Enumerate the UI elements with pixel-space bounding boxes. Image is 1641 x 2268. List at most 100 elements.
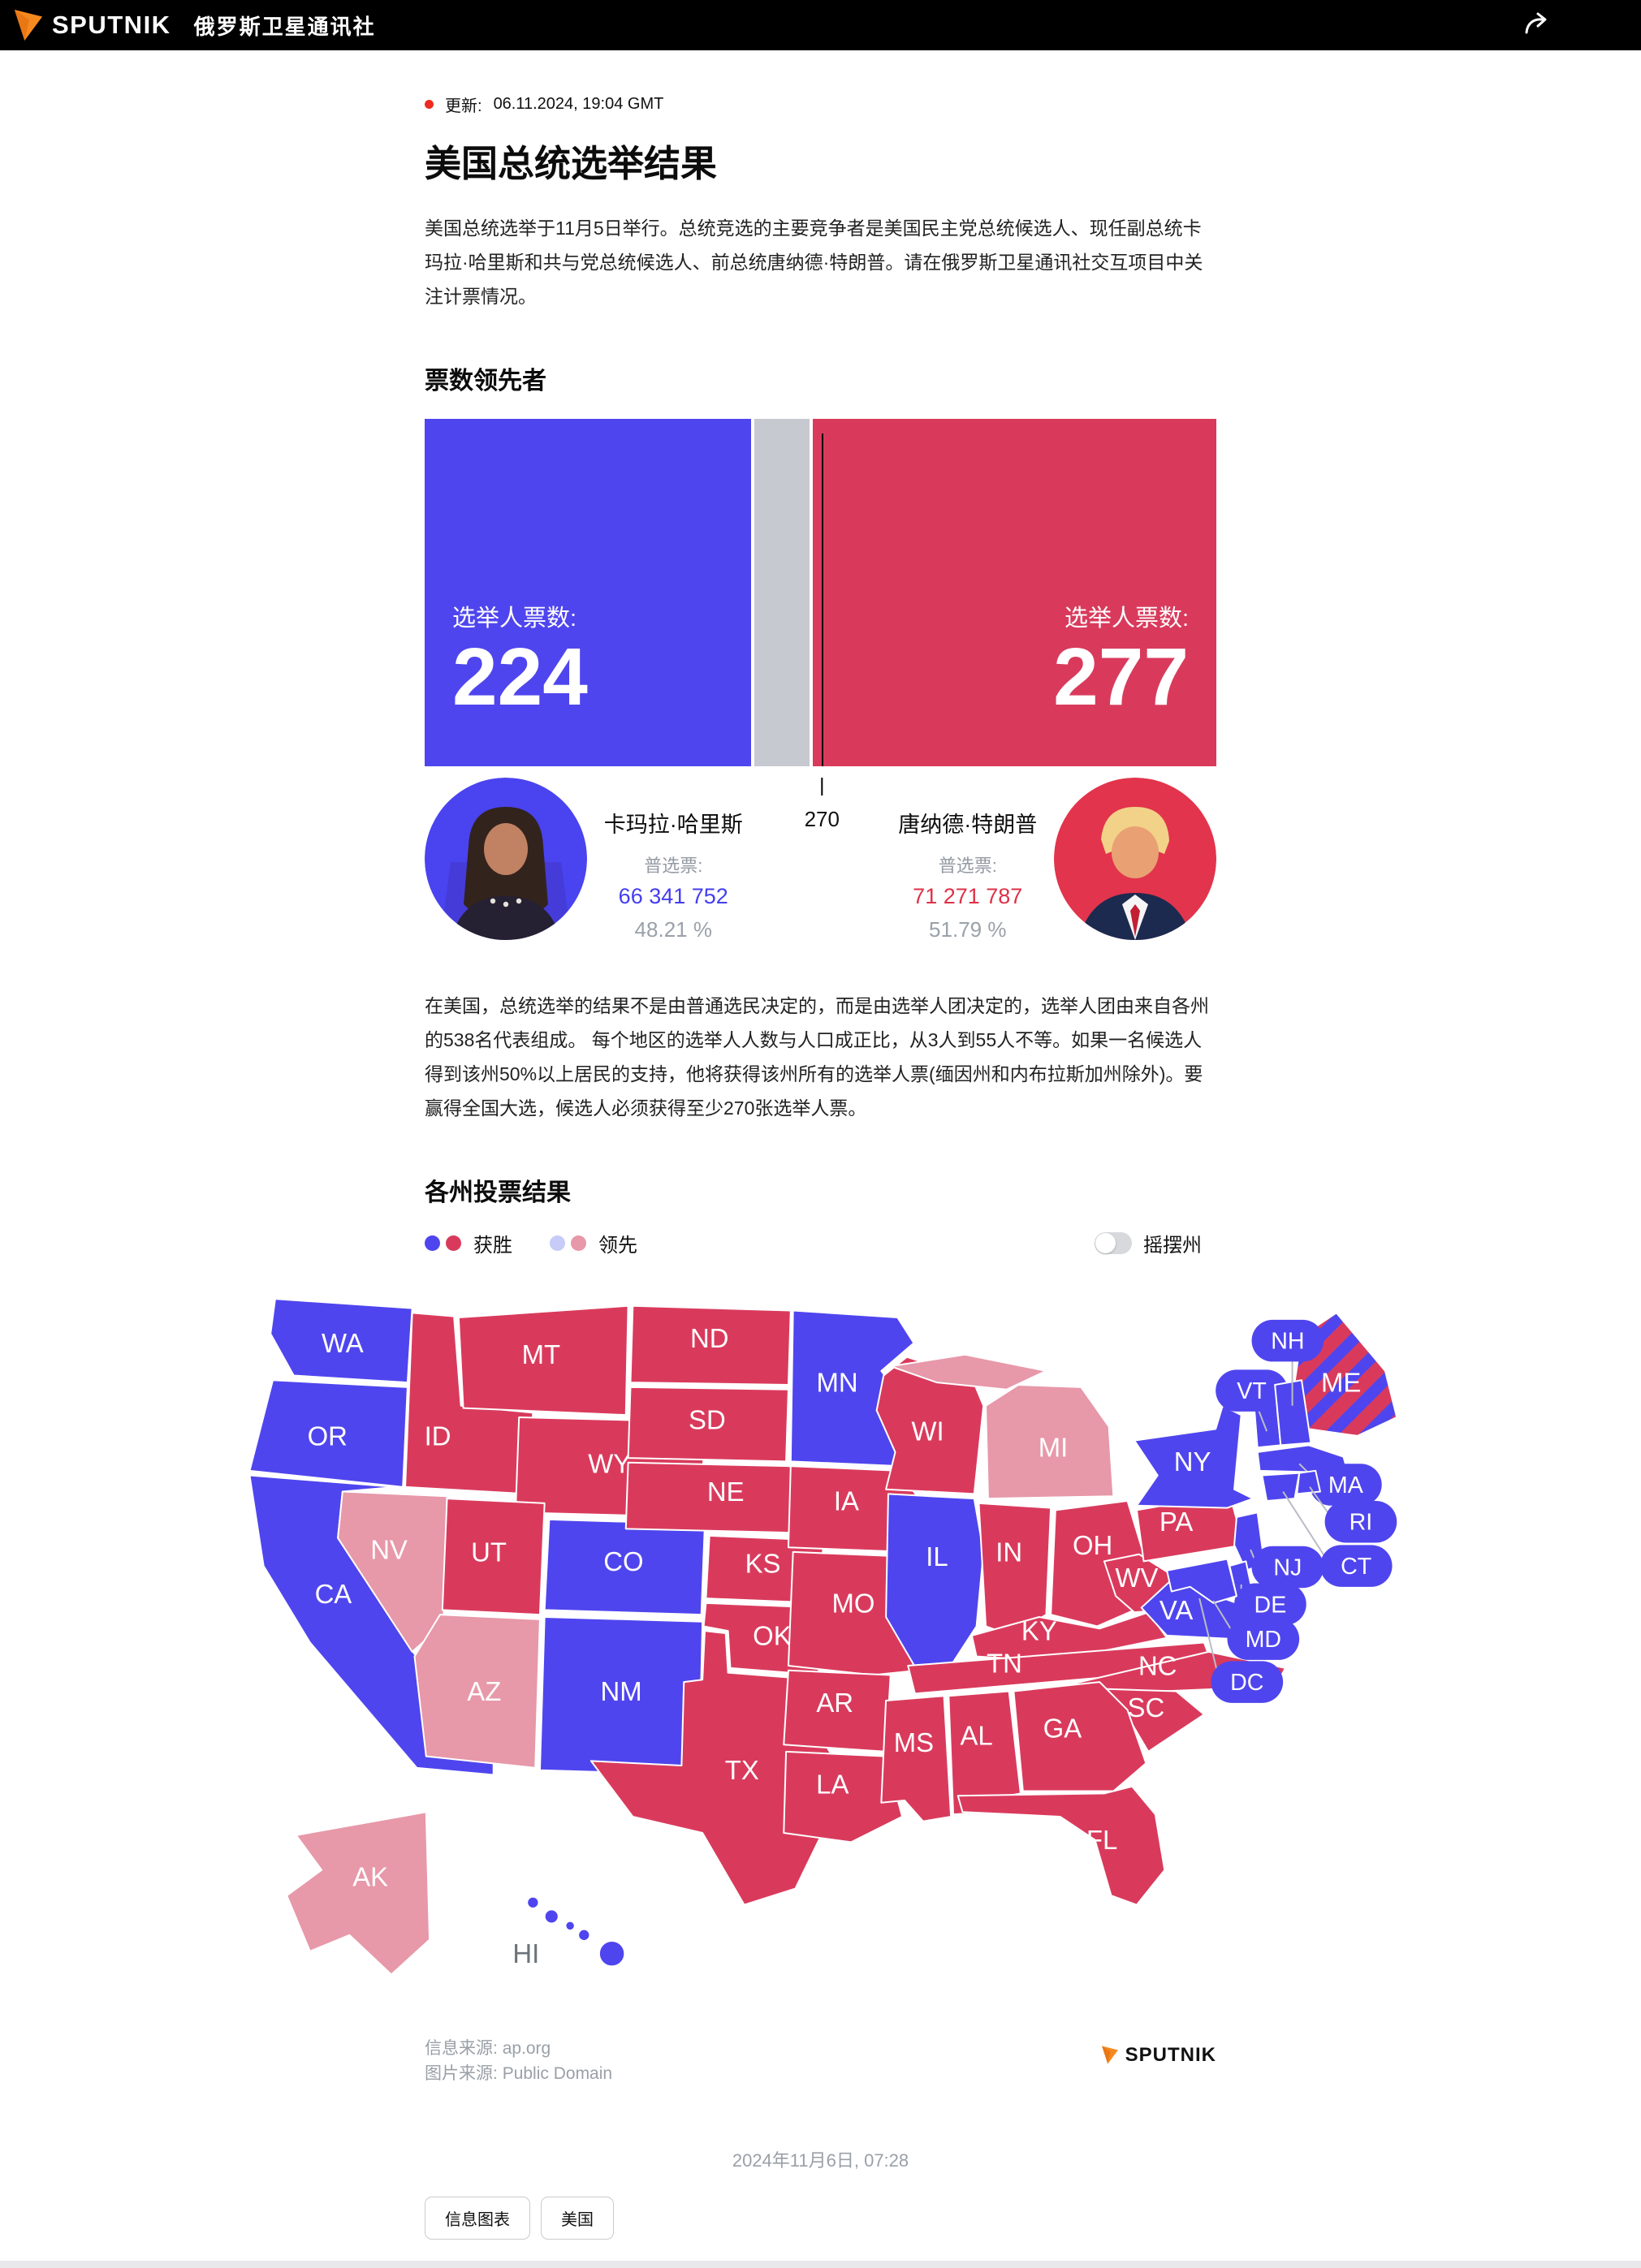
trump-info: 唐纳德·特朗普 普选票: 71 271 787 51.79 %	[882, 778, 1055, 964]
state-label-OR: OR	[307, 1421, 347, 1451]
state-OR[interactable]	[248, 1379, 408, 1488]
state-pill-NJ[interactable]	[1251, 1546, 1324, 1589]
state-AZ[interactable]	[413, 1614, 541, 1769]
legend-dem-leading-dot	[550, 1235, 565, 1251]
state-label-AZ: AZ	[467, 1676, 501, 1706]
state-pill-VT[interactable]	[1215, 1369, 1288, 1412]
trump-photo	[1054, 778, 1216, 940]
leader-line-CT	[1281, 1491, 1325, 1558]
state-label-MT: MT	[521, 1339, 559, 1369]
state-MI[interactable]	[889, 1353, 1047, 1391]
state-pill-label-NH: NH	[1271, 1329, 1304, 1355]
state-pill-CT[interactable]	[1319, 1545, 1393, 1587]
footer-brand-word: SPUTNIK	[1125, 2043, 1216, 2066]
harris-photo	[425, 778, 587, 940]
state-label-NY: NY	[1173, 1447, 1211, 1477]
state-label-WY: WY	[588, 1449, 631, 1479]
state-label-LA: LA	[816, 1769, 849, 1799]
state-HI-island[interactable]	[543, 1908, 559, 1925]
state-HI-island[interactable]	[564, 1920, 576, 1932]
state-MI[interactable]	[984, 1383, 1114, 1500]
us-map: WA OR CA NV ID MT WY UT CO AZ NM ND SD NE KS OK TX MN IA MO…	[248, 1298, 1397, 1976]
tag-infographics[interactable]: 信息图表	[425, 2196, 530, 2240]
state-label-WA: WA	[321, 1328, 363, 1358]
state-NY[interactable]	[1133, 1404, 1254, 1509]
state-HI-island[interactable]	[577, 1928, 590, 1942]
leader-line-VT	[1257, 1410, 1267, 1432]
state-MS[interactable]	[879, 1695, 952, 1822]
state-pill-MD[interactable]	[1226, 1618, 1299, 1660]
top-header-bar: SPUTNIK 俄罗斯卫星通讯社	[0, 0, 1641, 50]
state-pill-DC[interactable]	[1210, 1661, 1283, 1703]
state-label-AK: AK	[352, 1862, 388, 1892]
state-pill-label-MD: MD	[1245, 1627, 1280, 1653]
brand-wordmark: SPUTNIK	[52, 11, 171, 39]
state-label-CA: CA	[314, 1579, 352, 1609]
map-legend: 获胜 领先 摇摆州	[425, 1229, 1216, 1257]
state-LA[interactable]	[782, 1750, 903, 1843]
candidates-row: 270 卡玛拉·哈里斯 普选票: 66 341 752 48.21 % 唐纳德·…	[425, 778, 1216, 964]
state-HI-island[interactable]	[525, 1895, 540, 1909]
state-ND[interactable]	[628, 1304, 792, 1386]
state-FL[interactable]	[957, 1785, 1165, 1906]
state-HI-island[interactable]	[598, 1939, 625, 1968]
state-label-HI: HI	[512, 1938, 539, 1968]
page-title: 美国总统选举结果	[425, 143, 718, 184]
legend-rep-leading-dot	[571, 1235, 586, 1251]
state-label-SD: SD	[689, 1404, 726, 1434]
threshold-value: 270	[804, 807, 840, 831]
swing-state-control: 摇摆州	[1095, 1229, 1202, 1257]
state-MD[interactable]	[1165, 1558, 1237, 1604]
swing-states-toggle[interactable]	[1095, 1232, 1132, 1254]
harris-name: 卡玛拉·哈里斯	[603, 813, 743, 837]
info-source-value[interactable]: ap.org	[502, 2038, 551, 2058]
state-label-IN: IN	[995, 1537, 1022, 1567]
state-SD[interactable]	[627, 1386, 789, 1463]
legend-won: 获胜	[425, 1229, 512, 1257]
state-WA[interactable]	[269, 1298, 413, 1384]
update-row: 更新: 06.11.2024, 19:04 GMT	[425, 93, 1216, 116]
state-UT[interactable]	[441, 1498, 546, 1616]
state-AK[interactable]	[285, 1811, 430, 1976]
state-pill-DE[interactable]	[1233, 1583, 1306, 1626]
unallocated-segment	[754, 419, 810, 766]
state-CT[interactable]	[1260, 1472, 1300, 1502]
state-label-ND: ND	[689, 1323, 728, 1353]
state-label-GA: GA	[1043, 1714, 1082, 1744]
state-ID[interactable]	[404, 1312, 533, 1495]
state-GA[interactable]	[1012, 1681, 1147, 1792]
trump-name: 唐纳德·特朗普	[898, 813, 1038, 837]
swing-states-label: 摇摆州	[1143, 1235, 1202, 1257]
leader-line-DC	[1198, 1598, 1219, 1675]
state-pill-MA[interactable]	[1309, 1464, 1382, 1506]
state-label-MN: MN	[816, 1368, 857, 1398]
harris-electoral-label: 选举人票数:	[452, 606, 577, 632]
state-label-AL: AL	[960, 1720, 992, 1750]
harris-percent: 48.21 %	[634, 917, 712, 942]
legend-rep-won-dot	[446, 1235, 461, 1251]
update-red-dot-icon	[425, 100, 434, 109]
state-IL[interactable]	[884, 1493, 984, 1674]
brand-chinese-name: 俄罗斯卫星通讯社	[193, 14, 376, 39]
state-label-NV: NV	[370, 1534, 408, 1564]
publish-date: 2024年11月6日, 07:28	[732, 2149, 909, 2171]
harris-popular-votes: 66 341 752	[618, 884, 728, 908]
state-pill-label-NJ: NJ	[1273, 1555, 1302, 1581]
threshold-marker: 270	[805, 778, 840, 832]
footer-kite-icon	[1101, 2046, 1118, 2064]
update-time: 06.11.2024, 19:04 GMT	[493, 95, 664, 113]
share-button[interactable]	[1524, 11, 1552, 40]
state-pill-label-VT: VT	[1237, 1378, 1267, 1404]
trump-electoral-label: 选举人票数:	[1064, 606, 1189, 632]
state-label-NC: NC	[1138, 1650, 1176, 1680]
state-pill-NH[interactable]	[1251, 1319, 1324, 1362]
tag-usa[interactable]: 美国	[541, 2196, 614, 2240]
sputnik-kite-icon	[14, 10, 43, 41]
state-RI[interactable]	[1295, 1469, 1321, 1495]
state-pill-RI[interactable]	[1324, 1500, 1397, 1543]
us-results-map-container: WA OR CA NV ID MT WY UT CO AZ NM ND SD NE KS OK TX MN IA MO…	[240, 1269, 1401, 1989]
state-label-UT: UT	[471, 1537, 507, 1567]
state-MT[interactable]	[457, 1304, 629, 1416]
sputnik-logo[interactable]: SPUTNIK 俄罗斯卫星通讯社	[13, 8, 376, 42]
update-label: 更新:	[445, 97, 482, 115]
